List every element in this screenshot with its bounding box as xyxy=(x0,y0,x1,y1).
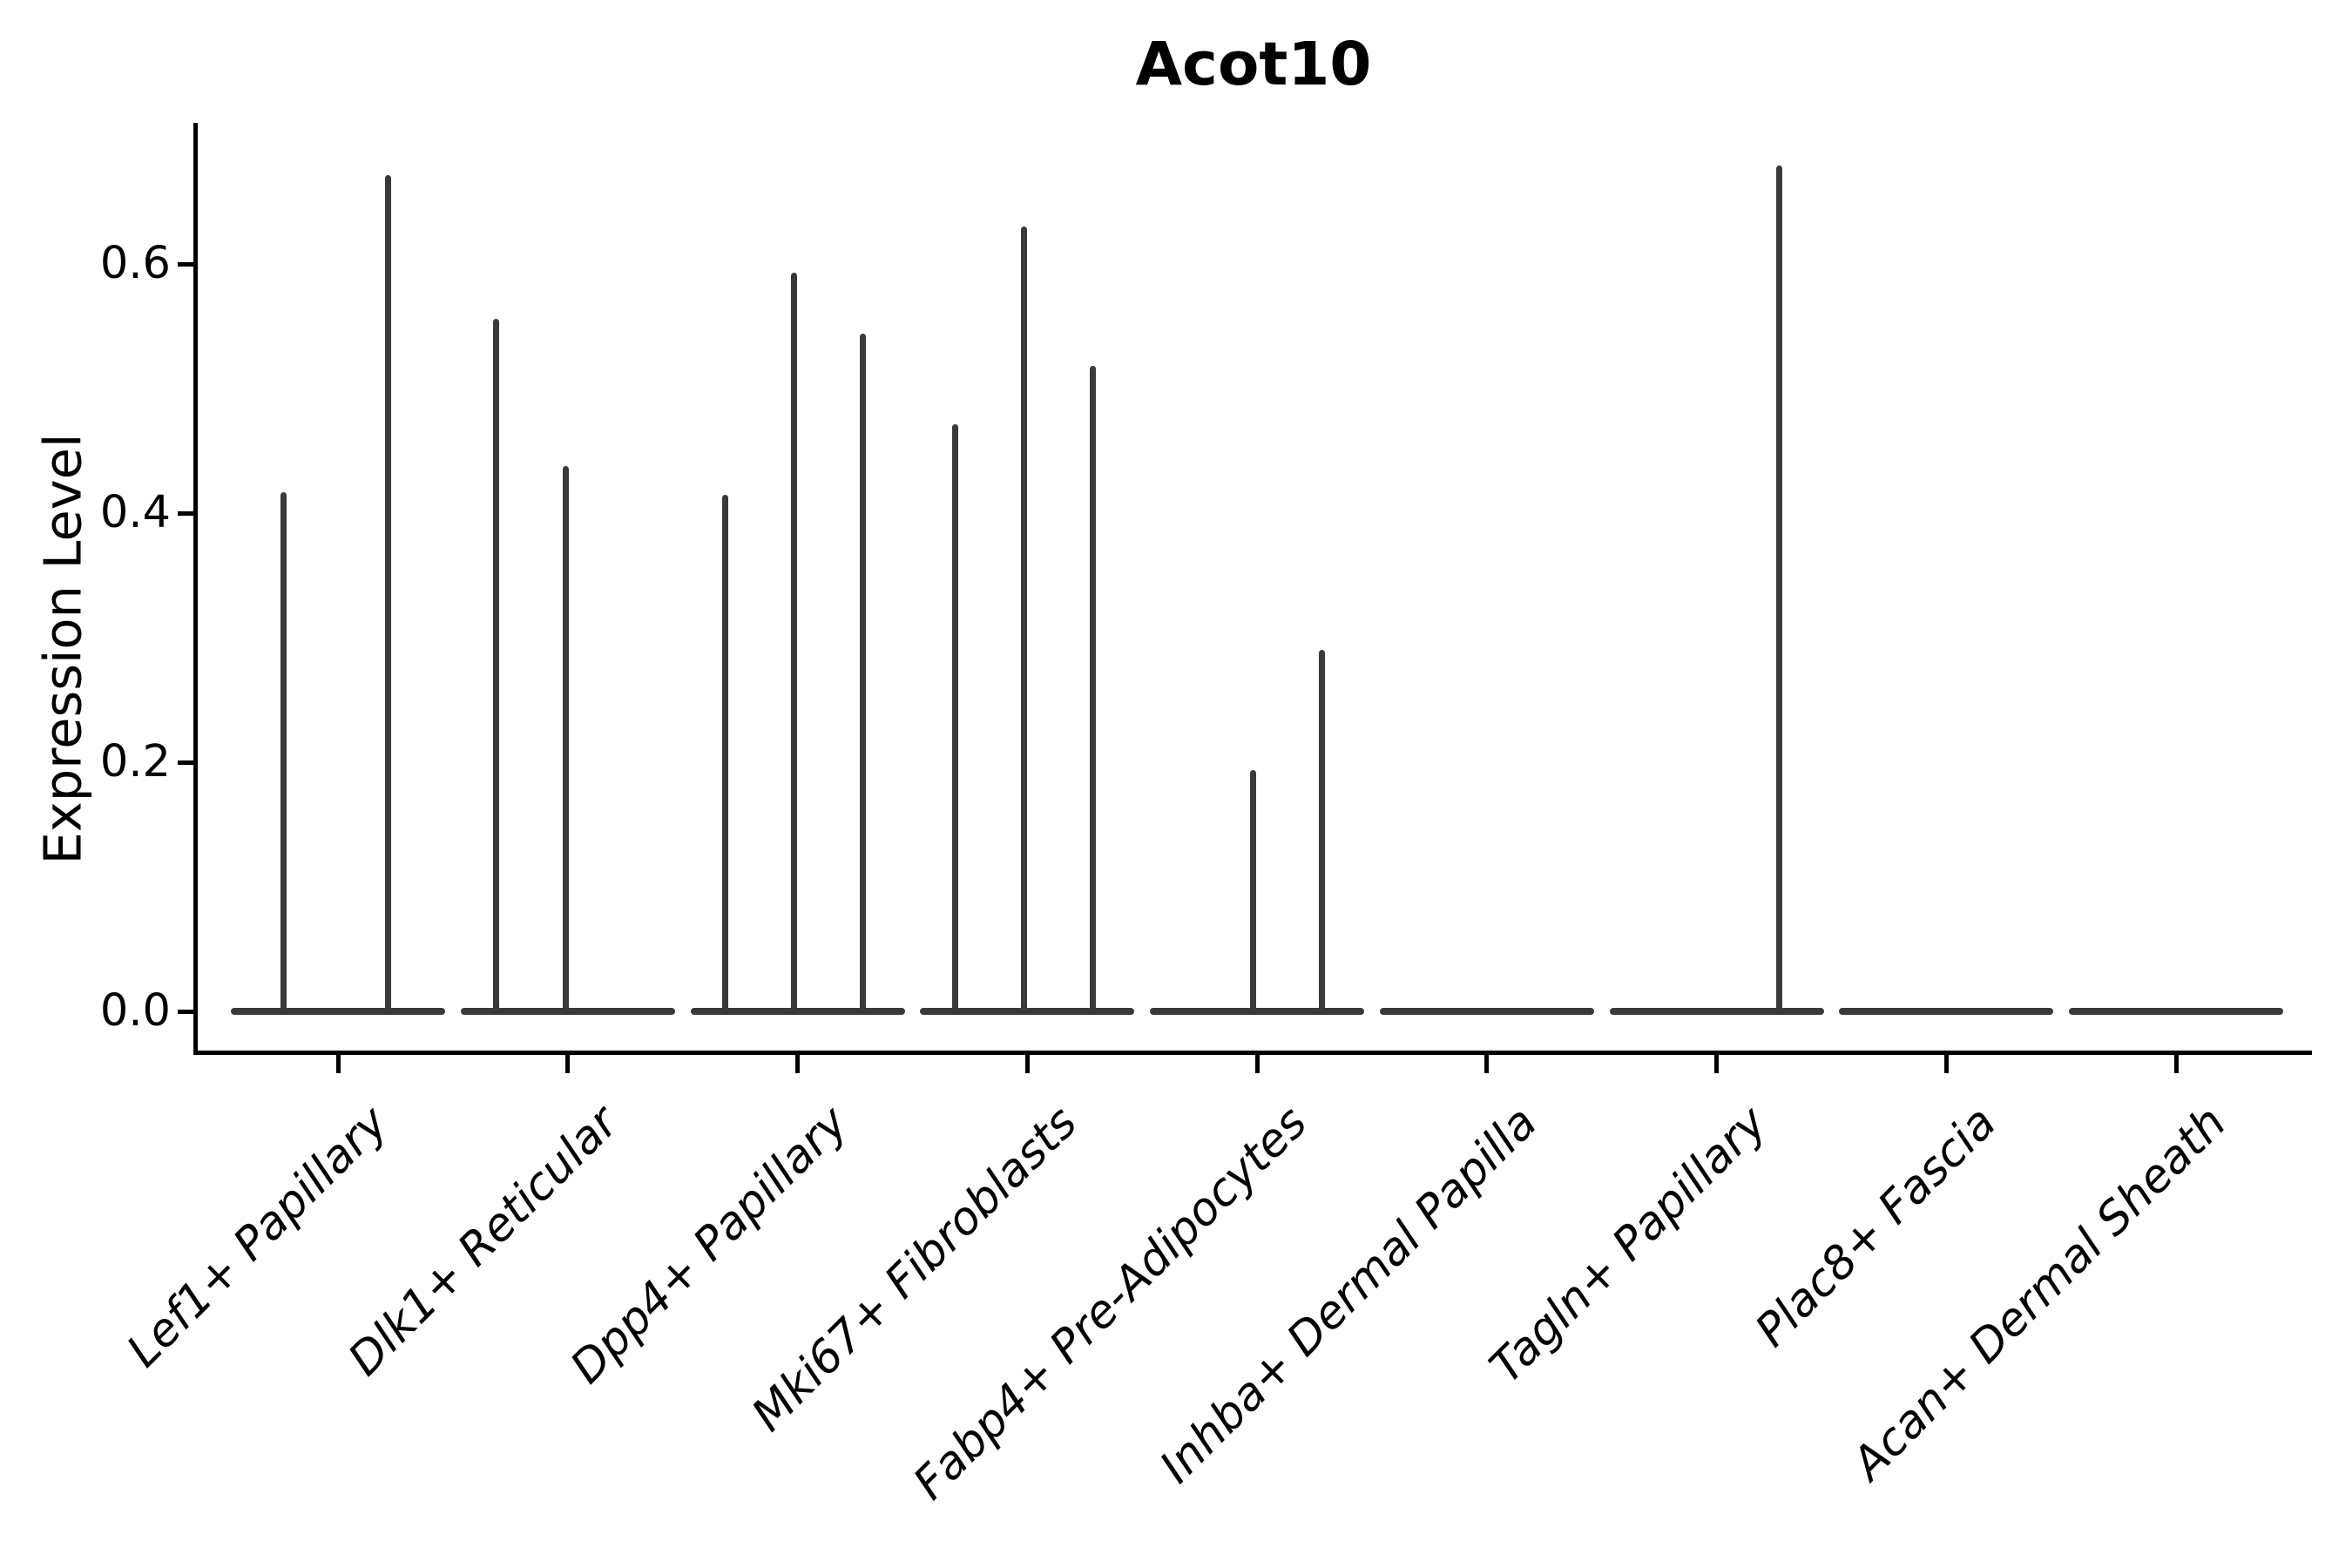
x-tick-mark xyxy=(1484,1055,1490,1073)
violin-spike xyxy=(1776,166,1782,1014)
x-tick-mark xyxy=(1943,1055,1949,1073)
y-tick-mark xyxy=(178,1009,193,1014)
violin-spike xyxy=(384,175,391,1014)
violin-spike xyxy=(1020,226,1027,1014)
violin-spike xyxy=(722,494,728,1014)
x-axis-spine xyxy=(193,1051,2312,1055)
violin-body xyxy=(1379,1008,1594,1015)
violin-spike xyxy=(563,465,570,1014)
y-tick-label: 0.2 xyxy=(99,736,171,787)
violin-body xyxy=(920,1008,1135,1015)
violin-spike xyxy=(280,491,287,1014)
x-tick-mark xyxy=(565,1055,571,1073)
y-tick-label: 0.0 xyxy=(99,985,171,1037)
y-tick-mark xyxy=(178,261,193,267)
y-tick-mark xyxy=(178,510,193,516)
y-tick-label: 0.4 xyxy=(99,487,171,538)
chart-title: Acot10 xyxy=(1135,30,1372,99)
violin-spike xyxy=(493,318,500,1014)
y-axis-spine xyxy=(193,123,198,1055)
violin-spike xyxy=(1089,366,1096,1014)
y-tick-mark xyxy=(178,760,193,765)
violin-spike xyxy=(1318,650,1325,1014)
x-tick-mark xyxy=(335,1055,341,1073)
x-tick-mark xyxy=(1254,1055,1260,1073)
x-tick-mark xyxy=(1024,1055,1030,1073)
violin-spike xyxy=(860,334,866,1014)
violin-body xyxy=(1839,1008,2054,1015)
violin-spike xyxy=(791,273,797,1014)
x-tick-mark xyxy=(2173,1055,2179,1073)
violin-body xyxy=(690,1008,905,1015)
x-tick-mark xyxy=(795,1055,800,1073)
violin-body xyxy=(231,1008,445,1015)
violin-spike xyxy=(951,424,958,1014)
violin-body xyxy=(2069,1008,2283,1015)
violin-body xyxy=(1609,1008,1824,1015)
violin-spike xyxy=(1249,769,1256,1014)
x-tick-mark xyxy=(1714,1055,1719,1073)
violin-body xyxy=(1150,1008,1364,1015)
y-tick-label: 0.6 xyxy=(99,238,171,289)
